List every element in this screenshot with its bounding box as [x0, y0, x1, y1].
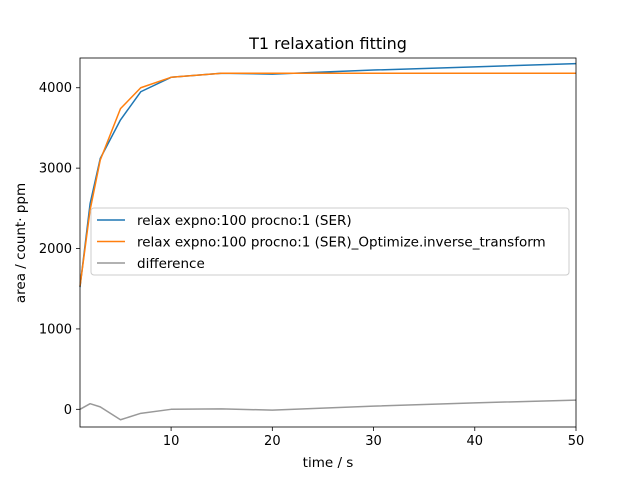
y-tick-label: 3000: [39, 162, 72, 177]
y-tick-label: 2000: [39, 242, 72, 257]
x-tick-label: 30: [365, 434, 382, 449]
legend-entry-1: relax expno:100 procno:1 (SER): [137, 213, 352, 229]
y-tick-label: 1000: [39, 322, 72, 337]
legend: relax expno:100 procno:1 (SER) relax expn…: [90, 207, 570, 276]
x-tick-label: 20: [264, 434, 281, 449]
y-tick-label: 0: [64, 403, 72, 418]
legend-entry-3: difference: [137, 256, 205, 272]
series-line-2: [79, 72, 576, 287]
y-axis-label: area / count· ppm: [13, 183, 29, 303]
axes-layer: 10 20 30 40 50 0 1000 2000 3000 4000: [39, 57, 585, 449]
chart-title: T1 relaxation fitting: [248, 34, 407, 53]
x-axis-label: time / s: [303, 455, 354, 471]
axes-frame: [79, 57, 577, 428]
x-tick-label: 10: [163, 434, 180, 449]
series-layer: [79, 62, 577, 421]
x-tick-label: 40: [467, 434, 484, 449]
series-line-3: [79, 399, 577, 421]
y-tick-label: 4000: [39, 81, 72, 96]
legend-frame: [90, 207, 570, 276]
legend-entry-2: relax expno:100 procno:1 (SER)_Optimize.…: [137, 235, 546, 251]
x-tick-label: 50: [568, 434, 585, 449]
